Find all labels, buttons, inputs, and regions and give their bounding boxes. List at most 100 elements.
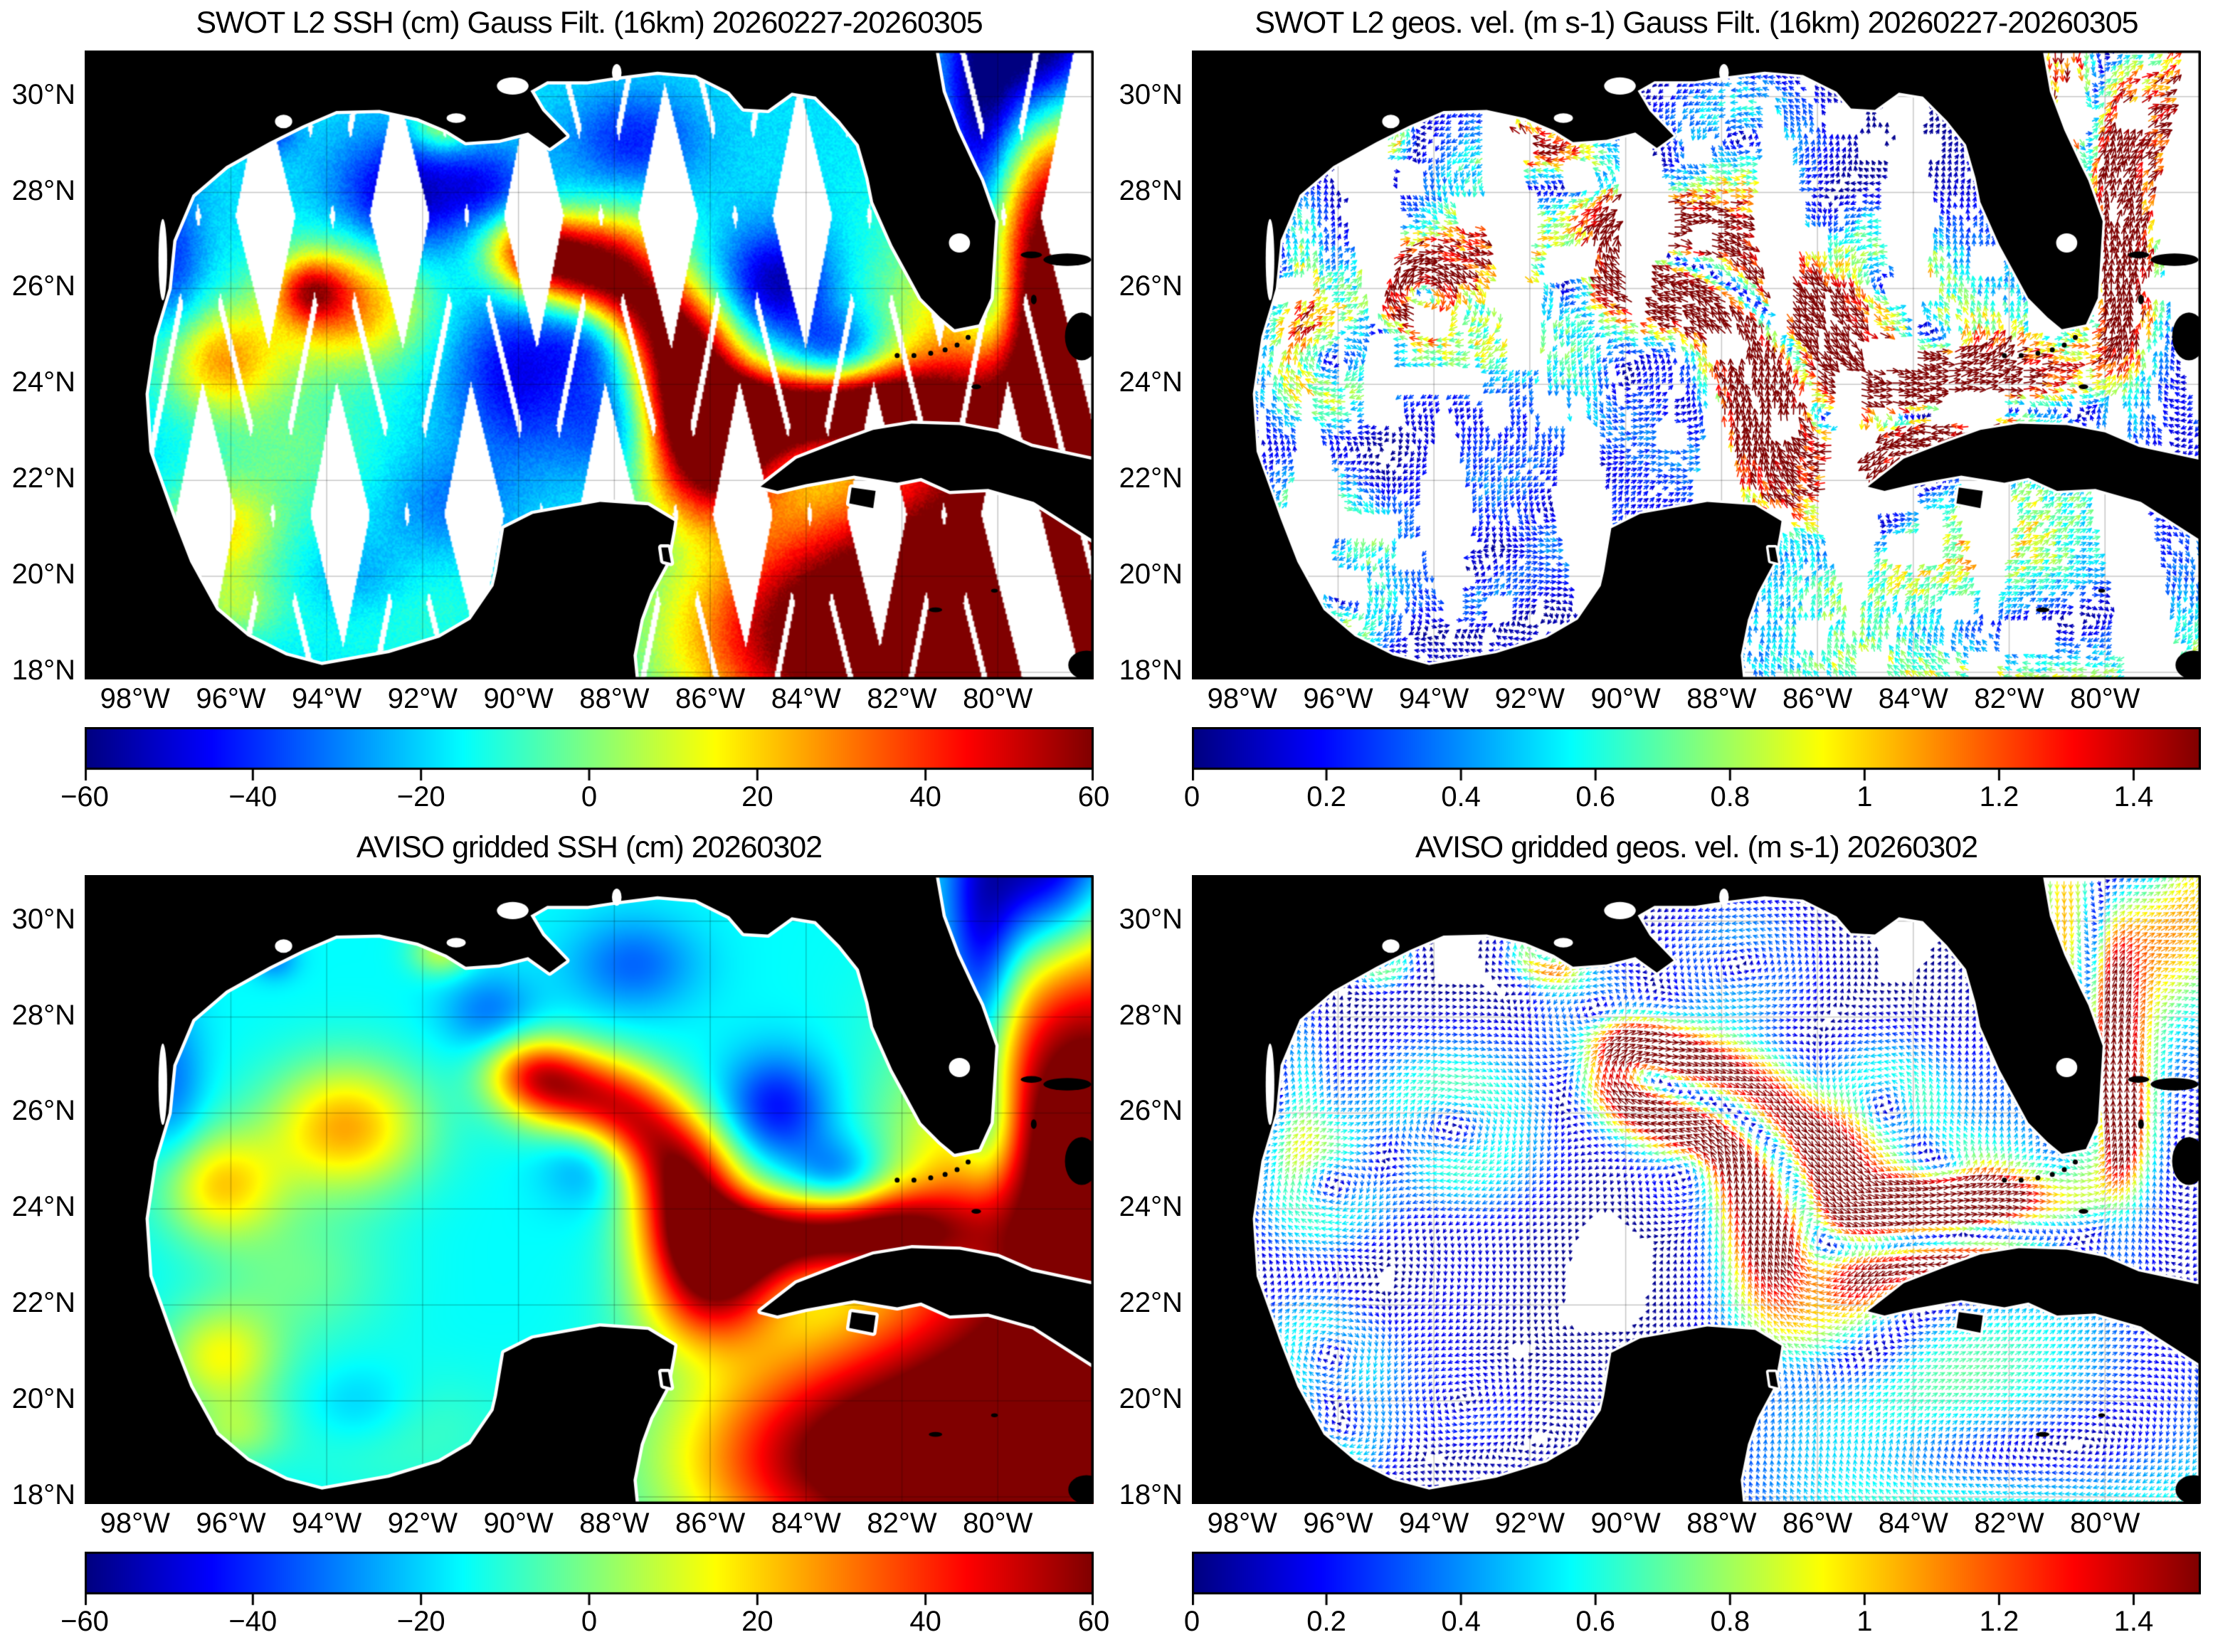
y-tick-label-swot-ssh: 24°N (11, 366, 75, 398)
x-tick-label-aviso-vel: 98°W (1207, 1508, 1277, 1539)
swot-velocity-colorbar-canvas (1192, 727, 2201, 783)
y-tick-label-aviso-ssh: 26°N (11, 1095, 75, 1127)
panel-title-swot-velocity: SWOT L2 geos. vel. (m s-1) Gauss Filt. (… (1255, 6, 2138, 40)
colorbar-tick-label-swot-vel: 0 (1183, 781, 1200, 812)
y-tick-label-aviso-ssh: 30°N (11, 903, 75, 935)
x-tick-label-aviso-vel: 84°W (1878, 1508, 1948, 1539)
x-tick-label-swot-vel: 80°W (2070, 683, 2140, 714)
y-tick-label-swot-ssh: 28°N (11, 174, 75, 206)
x-tick-label-swot-vel: 94°W (1399, 683, 1469, 714)
panel-title-swot-ssh: SWOT L2 SSH (cm) Gauss Filt. (16km) 2026… (196, 6, 983, 40)
y-tick-label-aviso-vel: 20°N (1119, 1383, 1183, 1415)
y-tick-label-swot-ssh: 26°N (11, 270, 75, 302)
x-tick-label-aviso-ssh: 92°W (387, 1508, 458, 1539)
x-tick-label-aviso-ssh: 90°W (483, 1508, 554, 1539)
colorbar-tick-label-aviso-vel: 0.8 (1710, 1606, 1750, 1637)
aviso-ssh-colorbar-canvas (85, 1552, 1094, 1607)
colorbar-tick-label-swot-ssh: 40 (909, 781, 941, 812)
x-tick-label-swot-ssh: 92°W (387, 683, 458, 714)
x-tick-label-swot-ssh: 80°W (963, 683, 1033, 714)
x-tick-label-swot-ssh: 88°W (579, 683, 650, 714)
y-tick-label-aviso-vel: 22°N (1119, 1287, 1183, 1319)
x-tick-label-aviso-vel: 92°W (1494, 1508, 1565, 1539)
panel-aviso-ssh: AVISO gridded SSH (cm) 20260302 98°W 96°W… (0, 825, 1110, 1652)
x-tick-label-aviso-vel: 94°W (1399, 1508, 1469, 1539)
y-tick-label-swot-vel: 20°N (1119, 558, 1183, 591)
colorbar-tick-label-swot-vel: 0.4 (1441, 781, 1481, 812)
colorbar-tick-label-aviso-vel: 1 (1857, 1606, 1873, 1637)
aviso-velocity-colorbar-canvas (1192, 1552, 2201, 1607)
y-tick-label-aviso-vel: 30°N (1119, 903, 1183, 935)
panel-title-aviso-ssh: AVISO gridded SSH (cm) 20260302 (356, 830, 823, 864)
x-tick-label-aviso-ssh: 82°W (867, 1508, 937, 1539)
colorbar-tick-label-aviso-vel: 0.6 (1575, 1606, 1615, 1637)
colorbar-tick-label-swot-vel: 0.6 (1575, 781, 1615, 812)
y-tick-label-swot-vel: 18°N (1119, 654, 1183, 686)
y-tick-label-aviso-ssh: 24°N (11, 1191, 75, 1223)
x-tick-label-aviso-vel: 82°W (1974, 1508, 2044, 1539)
x-tick-label-swot-ssh: 82°W (867, 683, 937, 714)
y-tick-label-swot-vel: 22°N (1119, 462, 1183, 494)
aviso-velocity-map-canvas (1192, 875, 2201, 1504)
x-tick-label-aviso-vel: 86°W (1782, 1508, 1853, 1539)
y-tick-label-swot-ssh: 30°N (11, 78, 75, 110)
panel-swot-velocity: SWOT L2 geos. vel. (m s-1) Gauss Filt. (… (1107, 0, 2213, 827)
panel-swot-ssh: SWOT L2 SSH (cm) Gauss Filt. (16km) 2026… (0, 0, 1110, 827)
x-tick-label-aviso-ssh: 98°W (100, 1508, 170, 1539)
aviso-ssh-map-canvas (85, 875, 1094, 1504)
x-tick-label-swot-vel: 82°W (1974, 683, 2044, 714)
colorbar-tick-label-swot-ssh: 0 (581, 781, 598, 812)
y-tick-label-aviso-ssh: 22°N (11, 1287, 75, 1319)
colorbar-tick-label-aviso-ssh: −60 (60, 1606, 109, 1637)
x-tick-label-swot-ssh: 86°W (675, 683, 746, 714)
colorbar-tick-label-swot-vel: 0.2 (1306, 781, 1346, 812)
x-tick-label-aviso-vel: 80°W (2070, 1508, 2140, 1539)
x-tick-label-swot-vel: 84°W (1878, 683, 1948, 714)
x-tick-label-swot-ssh: 94°W (292, 683, 362, 714)
swot-ssh-map-canvas (85, 51, 1094, 679)
colorbar-tick-label-aviso-ssh: −20 (396, 1606, 445, 1637)
colorbar-tick-label-aviso-vel: 0.4 (1441, 1606, 1481, 1637)
y-tick-label-swot-vel: 26°N (1119, 270, 1183, 302)
colorbar-tick-label-aviso-ssh: 60 (1077, 1606, 1110, 1637)
colorbar-tick-label-aviso-vel: 1.4 (2113, 1606, 2154, 1637)
y-tick-label-aviso-ssh: 28°N (11, 999, 75, 1031)
x-tick-label-aviso-ssh: 96°W (196, 1508, 266, 1539)
swot-velocity-map-canvas (1192, 51, 2201, 679)
y-tick-label-swot-ssh: 18°N (11, 654, 75, 686)
panel-title-aviso-velocity: AVISO gridded geos. vel. (m s-1) 2026030… (1415, 830, 1978, 864)
x-tick-label-swot-ssh: 98°W (100, 683, 170, 714)
y-tick-label-aviso-ssh: 18°N (11, 1478, 75, 1510)
y-tick-label-swot-vel: 30°N (1119, 78, 1183, 110)
x-tick-label-swot-vel: 86°W (1782, 683, 1853, 714)
colorbar-tick-label-swot-vel: 1 (1857, 781, 1873, 812)
x-tick-label-aviso-vel: 88°W (1686, 1508, 1757, 1539)
x-tick-label-aviso-ssh: 94°W (292, 1508, 362, 1539)
colorbar-tick-label-aviso-vel: 1.2 (1979, 1606, 2019, 1637)
colorbar-tick-label-swot-ssh: −20 (396, 781, 445, 812)
y-tick-label-swot-ssh: 20°N (11, 558, 75, 591)
y-tick-label-swot-ssh: 22°N (11, 462, 75, 494)
colorbar-tick-label-swot-ssh: 60 (1077, 781, 1110, 812)
x-tick-label-aviso-ssh: 80°W (963, 1508, 1033, 1539)
colorbar-tick-label-aviso-vel: 0.2 (1306, 1606, 1346, 1637)
x-tick-label-aviso-ssh: 84°W (771, 1508, 841, 1539)
x-tick-label-swot-ssh: 90°W (483, 683, 554, 714)
colorbar-tick-label-swot-ssh: 20 (741, 781, 773, 812)
colorbar-tick-label-aviso-ssh: −40 (228, 1606, 278, 1637)
colorbar-tick-label-swot-vel: 1.4 (2113, 781, 2154, 812)
colorbar-tick-label-swot-ssh: −60 (60, 781, 109, 812)
swot-ssh-colorbar-canvas (85, 727, 1094, 783)
colorbar-tick-label-aviso-ssh: 40 (909, 1606, 941, 1637)
colorbar-tick-label-swot-vel: 1.2 (1979, 781, 2019, 812)
colorbar-tick-label-swot-vel: 0.8 (1710, 781, 1750, 812)
x-tick-label-swot-vel: 92°W (1494, 683, 1565, 714)
colorbar-tick-label-swot-ssh: −40 (228, 781, 278, 812)
x-tick-label-swot-vel: 96°W (1303, 683, 1373, 714)
colorbar-tick-label-aviso-vel: 0 (1183, 1606, 1200, 1637)
colorbar-tick-label-aviso-ssh: 20 (741, 1606, 773, 1637)
y-tick-label-aviso-vel: 18°N (1119, 1478, 1183, 1510)
x-tick-label-aviso-ssh: 88°W (579, 1508, 650, 1539)
y-tick-label-aviso-vel: 26°N (1119, 1095, 1183, 1127)
y-tick-label-aviso-vel: 28°N (1119, 999, 1183, 1031)
